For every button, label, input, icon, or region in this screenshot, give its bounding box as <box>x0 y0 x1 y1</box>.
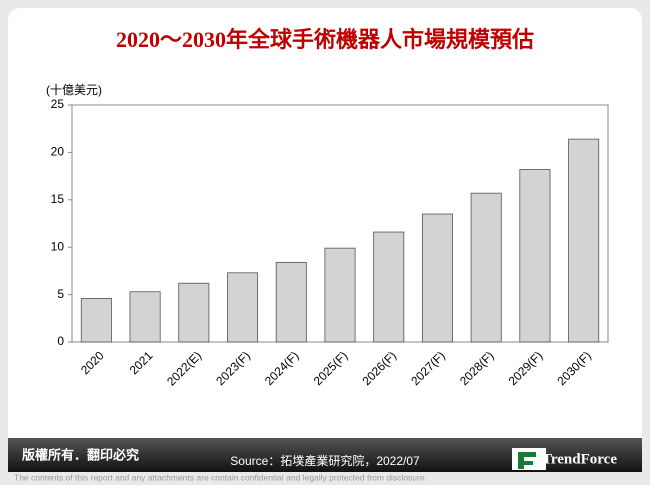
bar <box>178 282 210 343</box>
bar <box>470 192 502 343</box>
bar <box>421 213 453 343</box>
bar <box>80 297 112 343</box>
bar <box>324 247 356 343</box>
disclaimer: The contents of this report and any atta… <box>14 472 427 482</box>
rights: 版權所有．翻印必究 <box>22 447 139 462</box>
y-tick-label: 10 <box>51 239 65 253</box>
bar <box>373 231 405 343</box>
chart-title: 2020～2030年全球手術機器人市場規模預估 <box>116 27 534 52</box>
y-tick-label: 20 <box>51 145 65 159</box>
y-tick-label: 25 <box>51 97 65 111</box>
logo-box <box>512 448 546 470</box>
y-tick-label: 5 <box>57 287 64 301</box>
panel <box>8 8 642 463</box>
source: Source：拓墣產業研究院，2022/07 <box>230 453 420 468</box>
bar <box>129 291 161 343</box>
bar <box>519 169 551 343</box>
logo-mark <box>518 452 536 469</box>
bar <box>568 138 600 343</box>
y-tick-label: 15 <box>51 192 65 206</box>
y-axis-label: (十億美元) <box>46 83 102 97</box>
bar <box>275 261 307 343</box>
bar <box>227 272 259 343</box>
brand: TrendForce <box>542 451 617 467</box>
y-tick-label: 0 <box>57 334 64 348</box>
